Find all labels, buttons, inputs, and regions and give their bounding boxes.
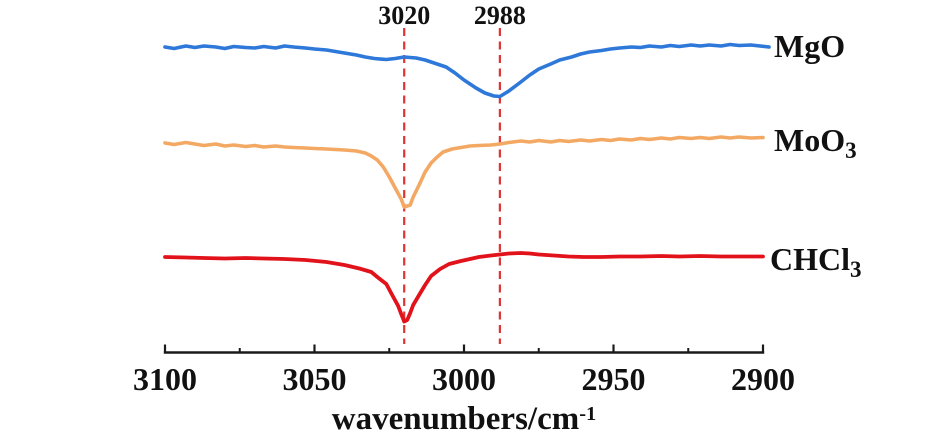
peak-annotation-3020: 3020 xyxy=(378,1,431,30)
x-axis-title-superscript: -1 xyxy=(579,402,597,425)
x-tick-label-2900: 2900 xyxy=(731,361,795,397)
x-tick-label-3000: 3000 xyxy=(432,361,496,397)
series-label-mgo-text: MgO xyxy=(774,28,846,64)
series-label-chcl3: CHCl3 xyxy=(770,240,862,280)
series-label-chcl3-text: CHCl xyxy=(770,241,850,277)
series-label-mgo: MgO xyxy=(774,27,845,65)
peak-annotation-2988: 2988 xyxy=(473,1,526,30)
x-tick-label-2950: 2950 xyxy=(581,361,646,397)
series-label-chcl3-subscript: 3 xyxy=(850,255,862,282)
series-label-moo3: MoO3 xyxy=(774,121,857,161)
spectrum-curve-moo3 xyxy=(163,135,765,209)
x-tick-label-3100: 3100 xyxy=(133,361,197,397)
spectrum-curve-mgo xyxy=(163,42,771,99)
x-tick-label-3050: 3050 xyxy=(282,361,347,397)
series-label-moo3-text: MoO xyxy=(774,122,846,158)
x-axis-title: wavenumbers/cm-1 xyxy=(165,401,763,437)
x-axis-title-text: wavenumbers/cm xyxy=(331,401,580,437)
series-label-moo3-subscript: 3 xyxy=(845,136,857,163)
spectrum-curve-chcl3 xyxy=(163,251,765,324)
